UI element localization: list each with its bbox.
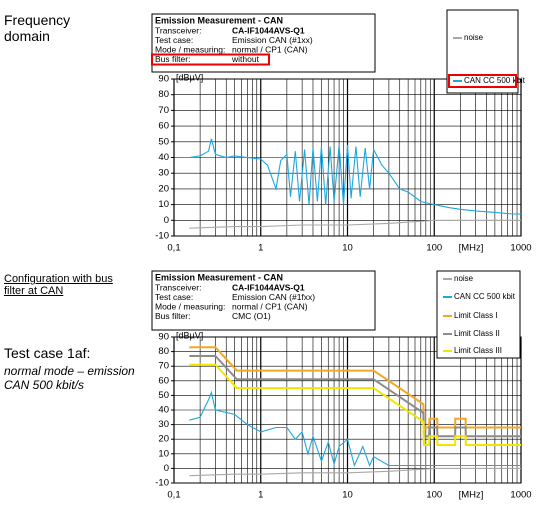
highlight-box bbox=[448, 74, 517, 88]
x-tick-label: 1 bbox=[258, 243, 263, 254]
y-tick-label: 60 bbox=[158, 375, 169, 386]
x-tick-label: 100 bbox=[426, 490, 442, 501]
series-line bbox=[189, 346, 521, 429]
legend-label: CAN CC 500 kbit bbox=[454, 292, 516, 301]
legend-box bbox=[436, 270, 521, 359]
info-label: Mode / measuring: bbox=[155, 301, 225, 311]
info-label: Transceiver: bbox=[155, 25, 201, 35]
y-tick-label: 40 bbox=[158, 152, 169, 163]
x-axis-label: [MHz] bbox=[459, 490, 484, 501]
y-tick-label: 30 bbox=[158, 419, 169, 430]
legend-label: CAN CC 500 kbit bbox=[464, 76, 526, 85]
info-value: CMC (O1) bbox=[232, 311, 271, 321]
legend-label: Limit Class III bbox=[454, 346, 502, 355]
y-tick-label: 50 bbox=[158, 136, 169, 147]
info-title: Emission Measurement - CAN bbox=[155, 15, 283, 25]
y-tick-label: 40 bbox=[158, 405, 169, 416]
y-tick-label: 70 bbox=[158, 105, 169, 116]
info-label: Mode / measuring: bbox=[155, 44, 225, 54]
x-tick-label: 1000 bbox=[510, 490, 531, 501]
y-axis-label: [dBµV] bbox=[176, 330, 203, 340]
info-label: Test case: bbox=[155, 292, 193, 302]
series-line bbox=[189, 363, 521, 446]
config-text: Configuration with bus filter at CAN bbox=[4, 273, 113, 297]
y-tick-label: 0 bbox=[164, 463, 169, 474]
info-label: Test case: bbox=[155, 35, 193, 45]
y-tick-label: 90 bbox=[158, 74, 169, 85]
info-value: normal / CP1 (CAN) bbox=[232, 301, 308, 311]
y-tick-label: 80 bbox=[158, 346, 169, 357]
info-value: Emission CAN (#1fxx) bbox=[232, 292, 315, 302]
x-axis-label: [MHz] bbox=[459, 243, 484, 254]
x-tick-label: 10 bbox=[342, 243, 353, 254]
y-tick-label: 20 bbox=[158, 183, 169, 194]
info-label: Transceiver: bbox=[155, 282, 201, 292]
heading: Frequency domain bbox=[4, 12, 71, 44]
info-value: CA-IF1044AVS-Q1 bbox=[232, 282, 305, 292]
y-tick-label: 60 bbox=[158, 121, 169, 132]
legend-box bbox=[446, 9, 519, 94]
y-axis-label: [dBµV] bbox=[176, 72, 203, 82]
y-tick-label: 0 bbox=[164, 215, 169, 226]
x-tick-label: 0,1 bbox=[167, 490, 180, 501]
legend-label: noise bbox=[464, 33, 484, 42]
y-tick-label: 70 bbox=[158, 361, 169, 372]
mode-text: normal mode – emission CAN 500 kbit/s bbox=[4, 364, 135, 392]
legend-label: Limit Class II bbox=[454, 329, 500, 338]
y-tick-label: 80 bbox=[158, 89, 169, 100]
series-line bbox=[189, 219, 521, 229]
highlight-box bbox=[151, 53, 270, 66]
x-tick-label: 100 bbox=[426, 243, 442, 254]
info-value: Emission CAN (#1xx) bbox=[232, 35, 313, 45]
info-value: CA-IF1044AVS-Q1 bbox=[232, 25, 305, 35]
x-tick-label: 1 bbox=[258, 490, 263, 501]
legend-label: noise bbox=[454, 274, 474, 283]
test-case: Test case 1af: bbox=[4, 345, 91, 361]
series-line bbox=[189, 390, 521, 468]
series-line bbox=[189, 138, 521, 215]
x-tick-label: 1000 bbox=[510, 243, 531, 254]
y-tick-label: 30 bbox=[158, 168, 169, 179]
info-title: Emission Measurement - CAN bbox=[155, 272, 283, 282]
y-tick-label: 90 bbox=[158, 332, 169, 343]
legend-label: Limit Class I bbox=[454, 311, 498, 320]
y-tick-label: -10 bbox=[155, 231, 169, 242]
series-line bbox=[189, 355, 521, 438]
series-line bbox=[189, 467, 521, 477]
y-tick-label: 10 bbox=[158, 199, 169, 210]
y-tick-label: -10 bbox=[155, 478, 169, 489]
x-tick-label: 0,1 bbox=[167, 243, 180, 254]
info-value: without bbox=[231, 54, 260, 64]
y-tick-label: 20 bbox=[158, 434, 169, 445]
info-value: normal / CP1 (CAN) bbox=[232, 44, 308, 54]
x-tick-label: 10 bbox=[342, 490, 353, 501]
info-label: Bus filter: bbox=[155, 54, 190, 64]
info-label: Bus filter: bbox=[155, 311, 190, 321]
info-box bbox=[151, 270, 376, 331]
y-tick-label: 10 bbox=[158, 448, 169, 459]
info-box bbox=[151, 13, 376, 73]
y-tick-label: 50 bbox=[158, 390, 169, 401]
